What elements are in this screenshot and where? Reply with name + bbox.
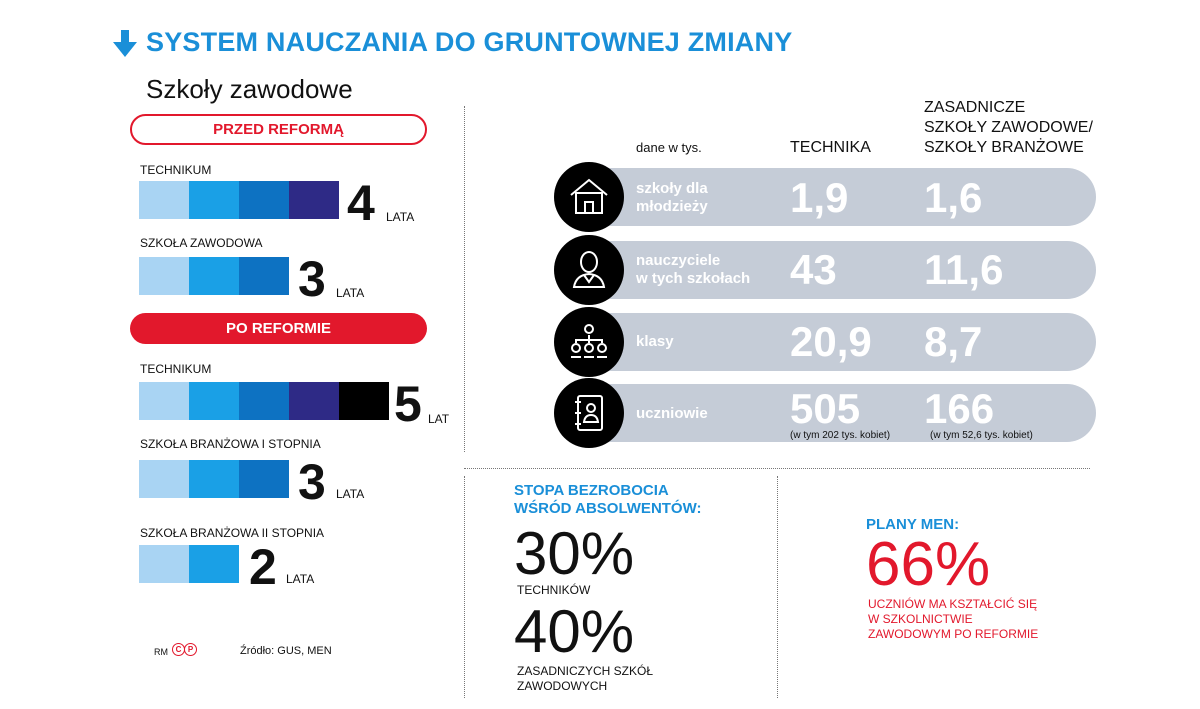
duration-bar-technikum-before bbox=[139, 181, 339, 219]
table-row bbox=[560, 313, 1096, 371]
divider-horizontal bbox=[464, 468, 1090, 469]
row-value-technika: 43 bbox=[790, 246, 837, 293]
years-unit: LATA bbox=[286, 572, 315, 586]
row-value-zasadnicze: 166 bbox=[924, 385, 995, 432]
year-segment bbox=[239, 460, 289, 498]
year-segment bbox=[289, 382, 339, 420]
year-segment bbox=[239, 181, 289, 219]
student-book-icon bbox=[554, 378, 624, 448]
school-label-technikum-after: TECHNIKUM bbox=[140, 362, 212, 376]
school-label-technikum-before: TECHNIKUM bbox=[140, 163, 212, 177]
row-value-zasadnicze: 11,6 bbox=[924, 246, 1004, 293]
year-segment bbox=[239, 382, 289, 420]
plans-pct: 66% bbox=[866, 530, 991, 599]
column-header-zasadnicze: ZASADNICZE SZKOŁY ZAWODOWE/SZKOŁY BRANŻOW… bbox=[924, 99, 1093, 156]
unemployment-title: STOPA BEZROBOCIA WŚRÓD ABSOLWENTÓW: bbox=[514, 482, 702, 517]
unemployment-technika-label: TECHNIKÓW bbox=[517, 583, 591, 597]
column-header-technika: TECHNIKA bbox=[790, 139, 871, 156]
subtitle: Szkoły zawodowe bbox=[146, 74, 353, 104]
row-label: szkoły dla młodzieży bbox=[636, 180, 708, 215]
row-value-technika: 20,9 bbox=[790, 318, 872, 365]
duration-bar-technikum-after bbox=[139, 382, 389, 420]
unit-note: dane w tys. bbox=[636, 140, 702, 155]
divider-vertical-top bbox=[464, 106, 465, 452]
after-reform-badge: PO REFORMIE bbox=[130, 313, 427, 344]
house-icon bbox=[554, 162, 624, 232]
plans-title: PLANY MEN: bbox=[866, 516, 960, 533]
table-row bbox=[560, 384, 1096, 442]
years-unit: LATA bbox=[386, 210, 415, 224]
year-segment bbox=[189, 460, 239, 498]
year-segment bbox=[289, 181, 339, 219]
row-note-technika: (w tym 202 tys. kobiet) bbox=[790, 430, 891, 441]
duration-bar-branzowa-2 bbox=[139, 545, 239, 583]
row-value-technika: 505 bbox=[790, 385, 861, 432]
school-label-branzowa-1: SZKOŁA BRANŻOWA I STOPNIA bbox=[140, 437, 321, 451]
years-unit: LATA bbox=[336, 487, 365, 501]
table-row bbox=[560, 168, 1096, 226]
divider-vertical-bottom-left bbox=[464, 476, 465, 698]
down-arrow-icon bbox=[113, 30, 137, 57]
unemployment-zasadnicze-label: ZASADNICZYCH SZKÓŁ ZAWODOWYCH bbox=[517, 664, 654, 693]
row-note-zasadnicze: (w tym 52,6 tys. kobiet) bbox=[930, 430, 1033, 441]
years-number: 3 bbox=[298, 454, 326, 510]
year-segment bbox=[139, 257, 189, 295]
years-unit: LATA bbox=[336, 286, 365, 300]
author-mark: RM bbox=[154, 647, 168, 657]
year-segment bbox=[189, 257, 239, 295]
year-segment bbox=[189, 545, 239, 583]
unemployment-technika-pct: 30% bbox=[514, 520, 635, 587]
plans-text: UCZNIÓW MA KSZTAŁCIĆ SIĘ W SZKOLNICTWIE ZA… bbox=[868, 597, 1039, 641]
before-reform-badge: PRZED REFORMĄ bbox=[130, 114, 427, 145]
copyright-p-icon: P bbox=[184, 643, 197, 656]
row-value-zasadnicze: 1,6 bbox=[924, 174, 983, 221]
hierarchy-icon bbox=[554, 307, 624, 377]
year-segment bbox=[189, 181, 239, 219]
table-row bbox=[560, 241, 1096, 299]
divider-vertical-bottom-mid bbox=[777, 476, 778, 698]
duration-bar-branzowa-1 bbox=[139, 460, 289, 498]
years-number: 3 bbox=[298, 251, 326, 307]
row-label: klasy bbox=[636, 333, 674, 350]
school-label-branzowa-2: SZKOŁA BRANŻOWA II STOPNIA bbox=[140, 526, 325, 540]
year-segment bbox=[139, 545, 189, 583]
years-number: 4 bbox=[347, 175, 375, 231]
years-unit: LAT bbox=[428, 412, 450, 426]
school-label-zawodowa: SZKOŁA ZAWODOWA bbox=[140, 236, 263, 250]
year-segment bbox=[139, 460, 189, 498]
year-segment bbox=[139, 382, 189, 420]
row-value-zasadnicze: 8,7 bbox=[924, 318, 983, 365]
row-label: nauczyciele w tych szkołach bbox=[636, 252, 751, 287]
source-note: Źródło: GUS, MEN bbox=[240, 645, 332, 657]
year-segment bbox=[189, 382, 239, 420]
row-label: uczniowie bbox=[636, 405, 708, 422]
year-segment bbox=[339, 382, 389, 420]
duration-bar-zawodowa bbox=[139, 257, 289, 295]
teacher-icon bbox=[554, 235, 624, 305]
row-value-technika: 1,9 bbox=[790, 174, 849, 221]
year-segment bbox=[239, 257, 289, 295]
year-segment bbox=[139, 181, 189, 219]
years-number: 2 bbox=[249, 539, 277, 595]
years-number: 5 bbox=[394, 376, 422, 432]
unemployment-zasadnicze-pct: 40% bbox=[514, 598, 635, 665]
headline: SYSTEM NAUCZANIA DO GRUNTOWNEJ ZMIANY bbox=[146, 27, 793, 57]
